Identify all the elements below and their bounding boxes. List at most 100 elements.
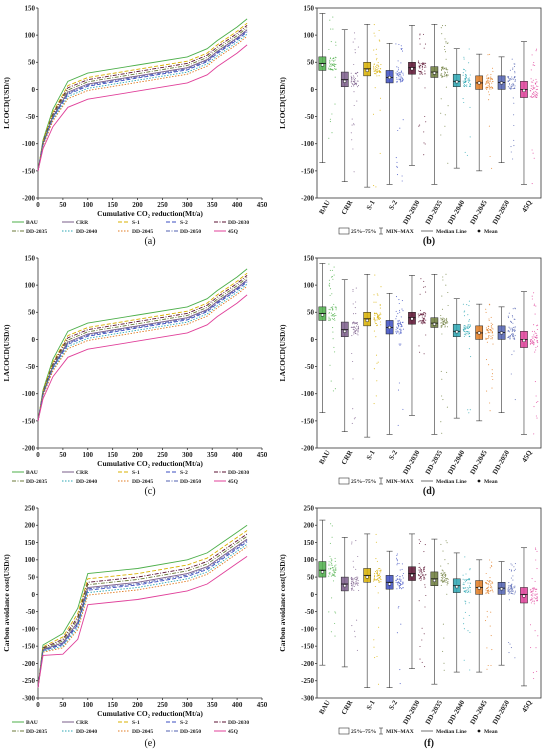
legend-label: DD-2045 (132, 479, 153, 485)
data-point (398, 43, 400, 46)
series-line-dd-2035 (37, 277, 248, 421)
data-point (487, 91, 490, 93)
data-point (378, 607, 380, 609)
mean-marker-dd-2035 (432, 579, 436, 582)
data-point (513, 336, 515, 338)
x-tick-label: DD-2040 (446, 199, 466, 226)
data-point (508, 76, 510, 78)
data-point (486, 390, 488, 392)
data-point (423, 575, 425, 577)
data-point (443, 74, 446, 76)
data-point (531, 298, 533, 300)
data-point (330, 28, 332, 30)
data-point (509, 338, 511, 340)
data-point (357, 46, 359, 48)
legend-label: DD-2035 (26, 229, 47, 235)
series-line-45q (37, 556, 248, 688)
data-point (490, 664, 492, 667)
series-line-dd-2050 (37, 540, 248, 688)
x-tick-label: 450 (257, 701, 268, 709)
data-point (509, 590, 511, 592)
data-point (334, 59, 336, 61)
data-point (486, 88, 488, 90)
data-point (351, 578, 353, 580)
data-point (440, 112, 442, 114)
data-point (398, 382, 400, 384)
data-point (329, 121, 331, 123)
y-tick-label: 0 (311, 336, 315, 344)
data-point (487, 591, 489, 593)
data-point (331, 63, 333, 65)
data-point (376, 569, 378, 571)
data-point (463, 69, 465, 71)
data-point (537, 92, 539, 94)
series-line-crr (37, 279, 248, 421)
data-point (353, 76, 355, 78)
data-point (418, 73, 421, 75)
data-point (424, 73, 426, 75)
x-tick-label: 400 (232, 701, 243, 709)
data-point (421, 323, 424, 325)
data-point (329, 288, 332, 290)
data-point (400, 78, 402, 80)
data-point (444, 319, 446, 321)
data-point (465, 603, 467, 605)
data-point (419, 574, 421, 576)
data-point (507, 590, 509, 592)
mean-marker-dd-2045 (477, 331, 481, 335)
data-point (397, 584, 399, 586)
data-point (463, 56, 465, 58)
data-point (462, 72, 464, 74)
data-point (399, 311, 401, 313)
data-point (532, 337, 534, 339)
data-point (464, 556, 466, 558)
data-point (331, 293, 333, 295)
data-point (333, 567, 335, 569)
data-point (335, 307, 337, 309)
data-point (422, 569, 425, 571)
data-point (396, 77, 398, 79)
data-point (351, 579, 353, 581)
data-point (464, 590, 466, 592)
data-point (402, 583, 404, 585)
data-point (531, 587, 533, 589)
x-tick-label: DD-2050 (491, 699, 511, 726)
data-point (490, 635, 492, 637)
data-point (396, 315, 398, 317)
data-point (400, 322, 402, 324)
data-point (465, 75, 467, 77)
data-point (485, 333, 487, 335)
data-point (355, 576, 357, 578)
data-point (491, 82, 493, 84)
data-point (533, 597, 535, 599)
data-point (376, 317, 378, 319)
data-point (512, 336, 514, 338)
mean-marker-s-1 (365, 319, 369, 322)
data-point (353, 582, 355, 584)
data-point (513, 145, 515, 147)
y-tick-label: 50 (28, 573, 36, 581)
data-point (536, 337, 538, 339)
data-point (399, 344, 401, 346)
data-point (468, 602, 470, 604)
data-point (485, 593, 487, 595)
data-point (335, 309, 337, 311)
data-point (535, 78, 537, 80)
y-tick-label: -250 (301, 677, 314, 685)
data-point (330, 558, 332, 560)
data-point (441, 569, 443, 571)
data-point (465, 334, 467, 336)
data-point (401, 175, 403, 177)
data-point (513, 593, 515, 595)
data-point (399, 323, 401, 325)
data-point (373, 368, 375, 370)
data-point (492, 70, 494, 72)
data-point (487, 589, 489, 591)
data-point (535, 548, 537, 550)
data-point (376, 655, 378, 658)
y-tick-label: 0 (32, 86, 36, 94)
series-line-s-2 (37, 541, 248, 688)
data-point (446, 317, 448, 319)
data-point (418, 569, 420, 571)
data-point (469, 136, 471, 138)
